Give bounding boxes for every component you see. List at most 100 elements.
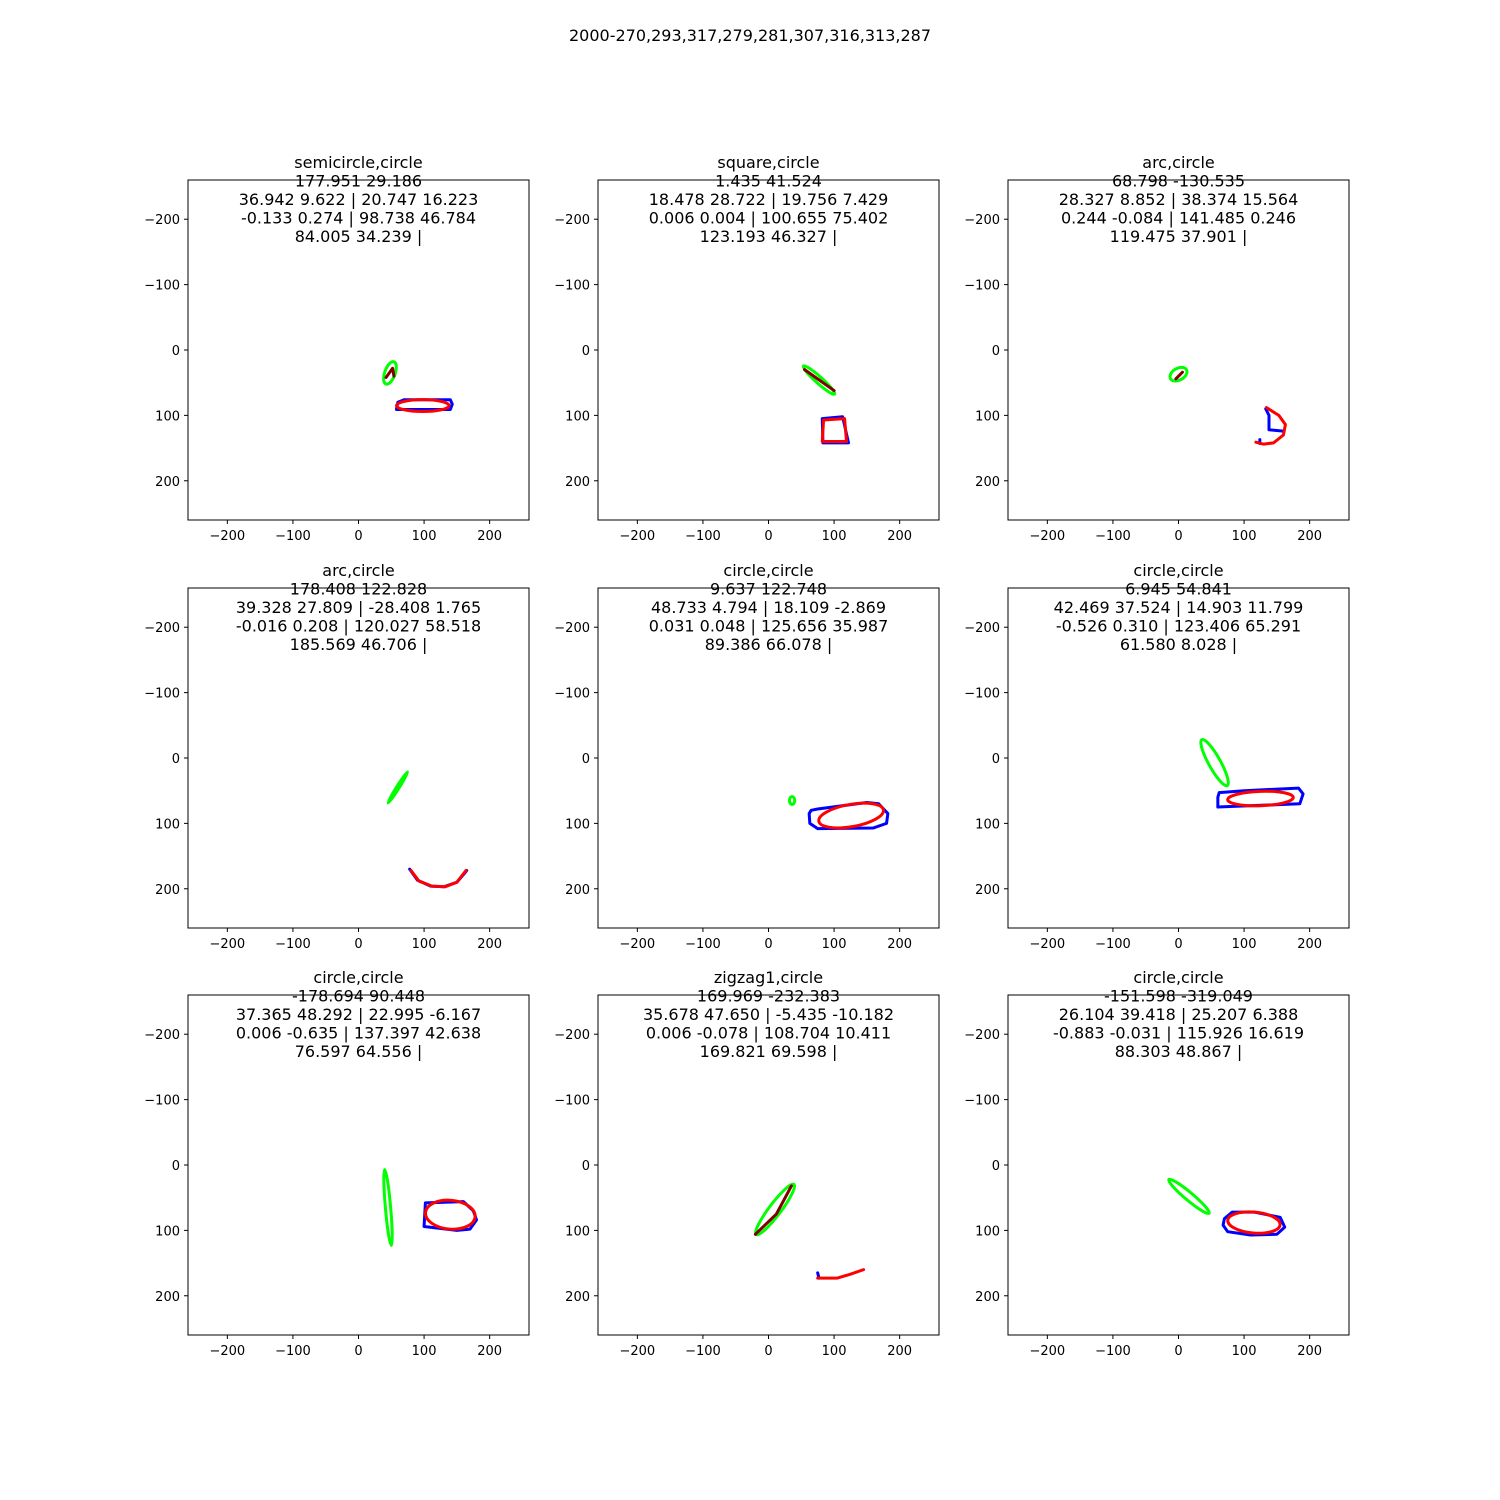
x-tick-label: 200 — [887, 529, 912, 544]
dark-curve — [384, 366, 396, 379]
x-tick-label: −100 — [275, 1344, 311, 1359]
x-tick-label: −100 — [1095, 937, 1131, 952]
x-tick-label: 200 — [887, 1344, 912, 1359]
x-tick-label: −200 — [1029, 1344, 1065, 1359]
red-ellipse — [1226, 789, 1295, 808]
subplot-title-line: 36.942 9.622 | 20.747 16.223 — [239, 190, 479, 209]
subplot-title-line: 89.386 66.078 | — [705, 635, 833, 654]
x-tick-label: 0 — [1174, 937, 1182, 952]
y-tick-label: 100 — [155, 1224, 180, 1239]
subplot-title-line: 61.580 8.028 | — [1120, 635, 1237, 654]
y-tick-label: −100 — [964, 1094, 1000, 1109]
subplot-title-line: 177.951 29.186 — [295, 172, 422, 191]
y-tick-label: 0 — [582, 344, 590, 359]
y-tick-label: 0 — [992, 1159, 1000, 1174]
y-tick-label: −200 — [144, 213, 180, 228]
subplot-title-line: 6.945 54.841 — [1125, 580, 1232, 599]
subplot-title-line: 35.678 47.650 | -5.435 -10.182 — [643, 1005, 894, 1024]
subplot-title: circle,circle — [1133, 561, 1223, 580]
dark-curve — [1174, 370, 1184, 381]
subplot-7: −200 −100 0 100 200 −200 −100 0 100 200 circle,cir… — [144, 968, 530, 1359]
plot-frame — [1007, 179, 1350, 521]
x-tick-label: 100 — [822, 937, 847, 952]
subplot-5: −200 −100 0 100 200 −200 −100 0 100 200 circle,cir… — [554, 561, 940, 952]
y-tick-label: −100 — [554, 1094, 590, 1109]
subplot-title-line: 178.408 122.828 — [290, 580, 427, 599]
y-tick-label: 0 — [582, 752, 590, 767]
subplot-9: −200 −100 0 100 200 −200 −100 0 100 200 circle,cir… — [964, 968, 1350, 1359]
subplot-title-line: 0.006 -0.635 | 137.397 42.638 — [236, 1024, 481, 1043]
subplot-title-line: 119.475 37.901 | — [1110, 227, 1248, 246]
subplot-1: −200 −100 0 100 200 −200 −100 0 100 200 semicircle… — [144, 153, 530, 544]
red-curve — [1254, 406, 1287, 446]
x-tick-label: −100 — [275, 529, 311, 544]
x-tick-label: −200 — [1029, 937, 1065, 952]
red-ellipse — [395, 398, 451, 413]
y-tick-label: −100 — [964, 687, 1000, 702]
y-tick-label: 100 — [565, 409, 590, 424]
plot-area — [1168, 365, 1287, 446]
subplot-title-line: -0.526 0.310 | 123.406 65.291 — [1056, 617, 1301, 636]
subplot-title-line: 0.006 0.004 | 100.655 75.402 — [649, 209, 889, 228]
y-tick-label: 0 — [992, 752, 1000, 767]
y-tick-label: 200 — [975, 1290, 1000, 1305]
subplot-6: −200 −100 0 100 200 −200 −100 0 100 200 circle,cir… — [964, 561, 1350, 952]
y-tick-label: −100 — [554, 279, 590, 294]
subplot-title-line: -0.133 0.274 | 98.738 46.784 — [241, 209, 476, 228]
subplot-title-line: 169.969 -232.383 — [697, 987, 840, 1006]
subplot-title-line: 84.005 34.239 | — [295, 227, 423, 246]
y-tick-label: 0 — [172, 1159, 180, 1174]
green-ellipse — [1167, 1177, 1211, 1216]
x-tick-label: 0 — [764, 1344, 772, 1359]
blue-curve — [1264, 407, 1285, 433]
subplot-title-line: 18.478 28.722 | 19.756 7.429 — [649, 190, 889, 209]
y-tick-label: 100 — [975, 1224, 1000, 1239]
subplot-title-line: 88.303 48.867 | — [1115, 1042, 1243, 1061]
y-tick-label: 200 — [975, 475, 1000, 490]
y-tick-label: −100 — [144, 279, 180, 294]
red-curve — [816, 1268, 866, 1280]
y-tick-label: −200 — [554, 1028, 590, 1043]
plot-frame — [187, 587, 530, 929]
subplot-title-line: 1.435 41.524 — [715, 172, 822, 191]
plot-frame — [1007, 994, 1350, 1336]
x-tick-label: −200 — [209, 1344, 245, 1359]
plot-area — [753, 1182, 866, 1280]
red-ellipse — [423, 1198, 477, 1231]
subplot-title-line: 28.327 8.852 | 38.374 15.564 — [1059, 190, 1299, 209]
x-tick-label: −200 — [1029, 529, 1065, 544]
x-tick-label: 100 — [1232, 529, 1257, 544]
y-tick-label: −200 — [964, 621, 1000, 636]
subplot-title: semicircle,circle — [294, 153, 422, 172]
x-tick-label: −100 — [275, 937, 311, 952]
subplot-title-line: -151.598 -319.049 — [1104, 987, 1253, 1006]
figure-title: 2000-270,293,317,279,281,307,316,313,287 — [568, 26, 932, 45]
y-tick-label: −100 — [144, 1094, 180, 1109]
x-tick-label: 100 — [412, 1344, 437, 1359]
x-tick-label: −200 — [619, 937, 655, 952]
plot-area — [801, 364, 851, 445]
plot-frame — [1007, 587, 1350, 929]
y-tick-label: 0 — [582, 1159, 590, 1174]
y-tick-label: 100 — [155, 817, 180, 832]
x-tick-label: −100 — [685, 1344, 721, 1359]
x-tick-label: −200 — [209, 529, 245, 544]
x-tick-label: 0 — [764, 529, 772, 544]
subplot-title: circle,circle — [313, 968, 403, 987]
blue-curve — [1216, 786, 1305, 809]
subplot-title-line: -0.016 0.208 | 120.027 58.518 — [236, 617, 481, 636]
green-ellipse — [386, 770, 410, 805]
subplot-title-line: 26.104 39.418 | 25.207 6.388 — [1059, 1005, 1299, 1024]
x-tick-label: −200 — [619, 1344, 655, 1359]
x-tick-label: −200 — [209, 937, 245, 952]
y-tick-label: 100 — [565, 817, 590, 832]
subplot-title-line: 0.244 -0.084 | 141.485 0.246 — [1061, 209, 1296, 228]
x-tick-label: 100 — [1232, 937, 1257, 952]
subplot-title-line: 0.031 0.048 | 125.656 35.987 — [649, 617, 889, 636]
y-tick-label: 200 — [565, 883, 590, 898]
y-tick-label: 100 — [975, 409, 1000, 424]
x-tick-label: −100 — [1095, 1344, 1131, 1359]
subplot-8: −200 −100 0 100 200 −200 −100 0 100 200 zigzag1,ci… — [554, 968, 940, 1359]
green-ellipse — [787, 795, 797, 806]
